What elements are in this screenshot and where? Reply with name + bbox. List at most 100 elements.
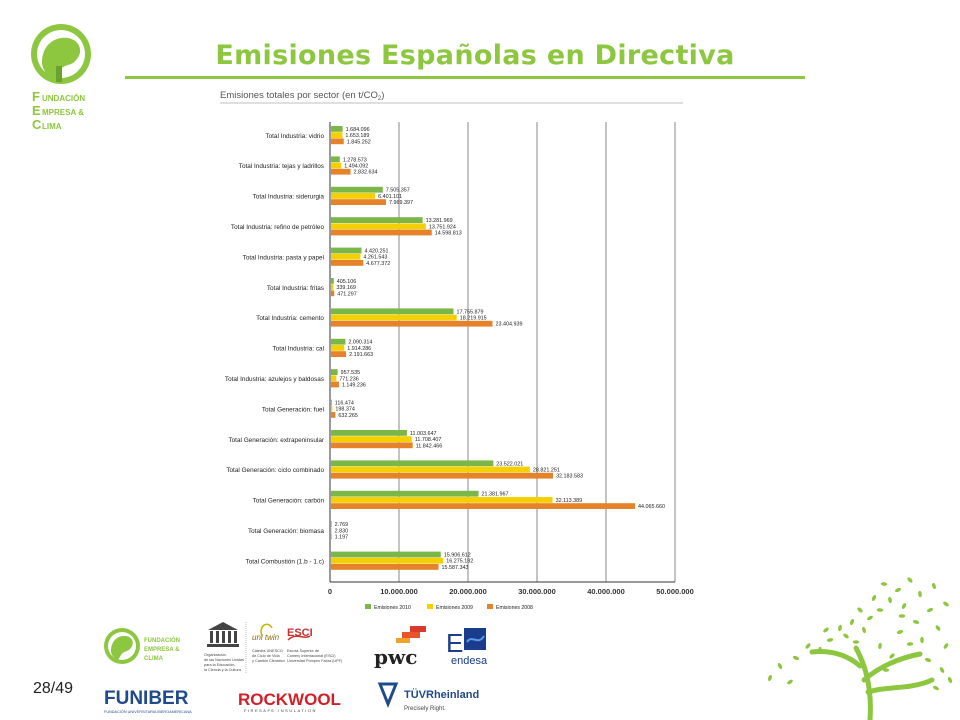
data-label: 28.821.251	[533, 468, 560, 474]
svg-text:Comerç Internacional (ESCI): Comerç Internacional (ESCI)	[287, 654, 336, 658]
bar	[331, 369, 338, 375]
tree-leaf	[857, 607, 863, 613]
tuv-logo: TÜVRheinland Precisely Right.	[377, 682, 479, 712]
tree-leaf	[947, 676, 953, 684]
bar	[331, 533, 332, 540]
data-label: 771.236	[339, 376, 359, 382]
bar	[331, 284, 334, 290]
legend-swatch	[365, 604, 371, 609]
legend-swatch	[427, 604, 433, 609]
svg-text:Precisely Right.: Precisely Right.	[404, 706, 446, 712]
legend-label: Emisiones 2010	[374, 605, 411, 611]
tree-leaf	[906, 642, 914, 646]
svg-text:FUNDACIÓN UNIVERSITARIA IBEROA: FUNDACIÓN UNIVERSITARIA IBEROAMERICANA	[104, 709, 192, 714]
data-label: 2.832.634	[354, 170, 378, 176]
data-label: 13.281.969	[426, 218, 453, 224]
partner-logos-row2: FUNIBER FUNDACIÓN UNIVERSITARIA IBEROAME…	[104, 682, 479, 714]
data-label: 1.494.092	[344, 164, 368, 170]
tree-leaf	[838, 624, 842, 632]
svg-text:pwc: pwc	[374, 645, 417, 669]
tree-leaf	[901, 603, 907, 609]
svg-text:uni twin: uni twin	[252, 633, 280, 642]
tree-leaf	[943, 601, 949, 607]
svg-text:Escola Superior de: Escola Superior de	[287, 649, 319, 653]
tree-leaf	[876, 608, 884, 612]
tree-leaf	[878, 642, 882, 650]
bar	[331, 564, 439, 570]
bar	[331, 375, 337, 382]
data-label: 1.914.286	[347, 346, 371, 352]
x-tick-label: 20.000.000	[449, 587, 487, 596]
rockwool-logo: ROCKWOOL FIRESAFE INSULATION	[238, 690, 341, 713]
tree-leaf	[932, 582, 936, 590]
tree-leaf	[935, 625, 941, 631]
logo-letter-f: F	[32, 89, 40, 104]
decorative-tree	[768, 577, 953, 720]
category-label: Total Industria: tejas y ladrillos	[239, 163, 324, 170]
tree-leaf	[926, 607, 934, 613]
category-label: Total Generación: fuel	[262, 406, 324, 413]
data-label: 405.106	[337, 279, 357, 285]
x-tick-label: 40.000.000	[587, 587, 625, 596]
data-label: 339.169	[336, 285, 356, 291]
data-label: 13.751.924	[429, 224, 456, 230]
svg-text:FUNIBER: FUNIBER	[104, 688, 189, 709]
tree-leaf	[823, 627, 829, 633]
tree-leaf	[888, 596, 892, 604]
funiber-logo: FUNIBER FUNDACIÓN UNIVERSITARIA IBEROAME…	[104, 688, 192, 714]
tree-leaf	[852, 640, 860, 644]
tree-leaf	[805, 643, 811, 649]
svg-text:ROCKWOOL: ROCKWOOL	[238, 690, 341, 709]
x-tick-label: 0	[328, 587, 332, 596]
bar	[331, 156, 340, 163]
data-label: 11.003.647	[410, 431, 437, 437]
data-label: 957.535	[341, 370, 361, 376]
bar	[331, 351, 347, 357]
tree-leaf	[768, 674, 772, 682]
bar	[331, 381, 339, 388]
bar	[331, 278, 334, 284]
endesa-logo: E endesa	[446, 628, 488, 667]
data-label: 1.197	[335, 535, 349, 541]
data-label: 4.677.372	[366, 261, 390, 267]
data-label: 7.505.357	[386, 188, 410, 194]
tree-leaf	[882, 668, 890, 672]
data-label: 471.297	[337, 291, 357, 297]
svg-text:endesa: endesa	[451, 655, 488, 667]
data-label: 17.755.879	[457, 309, 484, 315]
tree-leaf	[843, 633, 849, 639]
data-label: 632.265	[338, 413, 358, 419]
data-label: 1.149.236	[342, 383, 366, 389]
data-label: 2.090.314	[348, 340, 372, 346]
tree-leaf	[924, 657, 932, 663]
bar	[331, 497, 553, 503]
bar	[331, 320, 493, 327]
bar	[331, 314, 457, 321]
bar	[331, 527, 332, 534]
esci-logo: ESCI Escola Superior de Comerç Internaci…	[287, 627, 343, 663]
bar	[331, 490, 479, 497]
svg-text:FIRESAFE INSULATION: FIRESAFE INSULATION	[244, 708, 317, 713]
category-label: Total Industria: fritas	[267, 285, 324, 292]
bar	[331, 290, 335, 297]
fundacion-empresa-clima-logo: F UNDACIÓN E MPRESA & C LIMA	[31, 24, 91, 132]
bar	[331, 308, 454, 315]
bar	[331, 199, 386, 205]
legend-label: Emisiones 2009	[436, 605, 473, 611]
bar	[331, 217, 423, 223]
data-label: 11.842.466	[416, 443, 443, 449]
bar	[331, 193, 376, 199]
logo-word-clima: LIMA	[42, 122, 62, 131]
tree-leaf	[880, 582, 888, 586]
category-label: Total Industria: cal	[272, 346, 324, 353]
data-label: 23.522.021	[496, 461, 523, 467]
tree-leaf	[826, 638, 834, 642]
svg-text:para la Educación,: para la Educación,	[204, 663, 235, 667]
bar	[331, 460, 494, 467]
data-label: 7.969.397	[389, 200, 413, 206]
category-label: Total Industria: vidrio	[265, 133, 324, 140]
tree-leaf	[871, 595, 877, 601]
category-label: Total Industria: azulejos y baldosas	[225, 376, 324, 383]
fundacion-small-logo: FUNDACIÓN EMPRESA & CLIMA	[104, 628, 180, 664]
partner-logos-row1: FUNDACIÓN EMPRESA & CLIMA Organización d…	[104, 622, 488, 673]
